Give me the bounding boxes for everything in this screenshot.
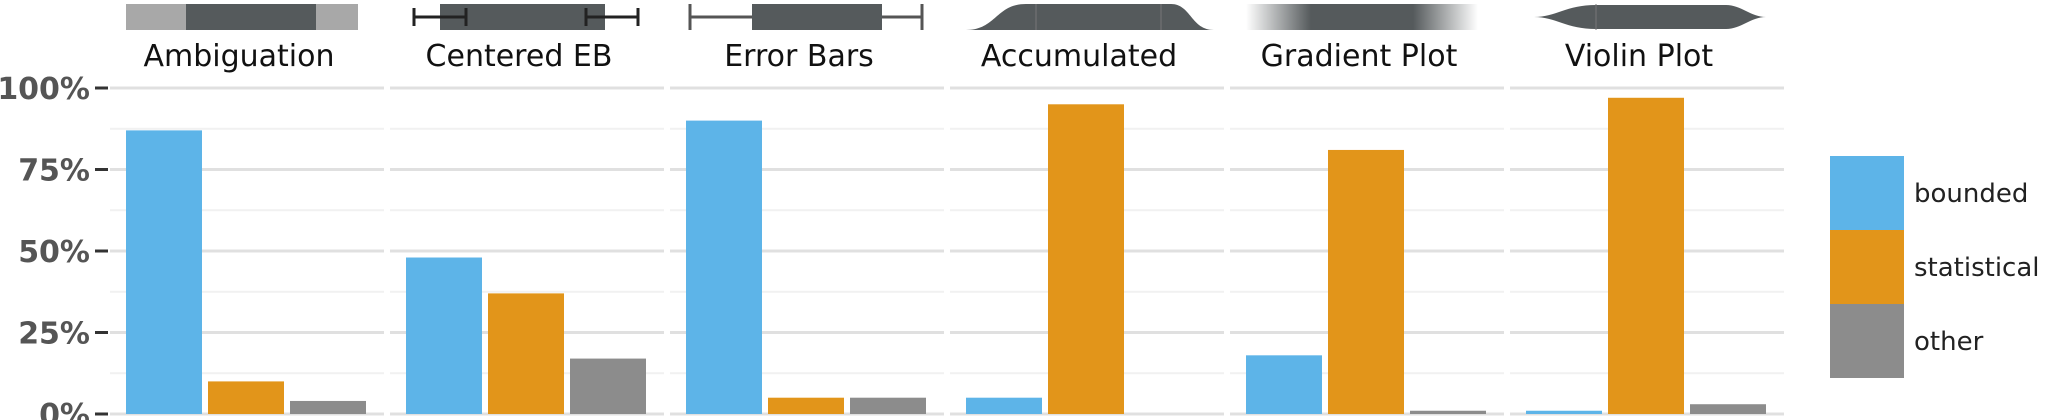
panel-title: Accumulated: [981, 39, 1177, 74]
legend-swatch-other: [1830, 304, 1904, 378]
bar-bounded: [406, 257, 482, 414]
bar-other: [1410, 410, 1486, 414]
bar-statistical: [1328, 149, 1404, 414]
legend-label-bounded: bounded: [1914, 179, 2028, 209]
y-axis: 0% 25% 50% 75% 100%: [0, 72, 108, 420]
y-tick-label: 25%: [18, 317, 90, 352]
bar-other: [1690, 404, 1766, 414]
bar-bounded: [1246, 355, 1322, 414]
y-tick-label: 0%: [39, 398, 90, 420]
panel-title: Centered EB: [426, 39, 613, 74]
chart-panels: Ambiguation Centered EB Error Bars Accumula…: [110, 4, 1784, 416]
y-tick-label: 100%: [0, 72, 90, 107]
accumulated-density-glyph: [966, 4, 1214, 30]
error-bar-glyph: [688, 4, 924, 30]
bar-bounded: [1526, 410, 1602, 414]
panel: Gradient Plot: [1230, 4, 1504, 416]
panel: Violin Plot: [1510, 4, 1784, 416]
bar-statistical: [1608, 97, 1684, 414]
bar-other: [290, 400, 366, 414]
legend-swatch-statistical: [1830, 230, 1904, 304]
violin-glyph: [1534, 4, 1766, 30]
panel-title: Violin Plot: [1565, 39, 1714, 74]
panel-title: Ambiguation: [143, 39, 334, 74]
panel: Centered EB: [390, 4, 664, 416]
legend-label-other: other: [1914, 327, 1984, 357]
panel: Accumulated: [950, 4, 1224, 416]
bar-bounded: [126, 130, 202, 414]
ambiguation-glyph: [126, 4, 358, 30]
bar-bounded: [966, 397, 1042, 414]
panel: Error Bars: [670, 4, 944, 416]
bar-other: [850, 397, 926, 414]
panel-title: Gradient Plot: [1261, 39, 1458, 74]
centered-error-bar-glyph: [412, 4, 640, 30]
bar-bounded: [686, 120, 762, 414]
y-tick-label: 75%: [18, 154, 90, 189]
gradient-glyph: [1246, 4, 1478, 30]
bar-statistical: [488, 293, 564, 414]
panel-title: Error Bars: [724, 39, 874, 74]
legend-label-statistical: statistical: [1914, 253, 2040, 283]
bar-other: [570, 358, 646, 414]
bar-statistical: [768, 397, 844, 414]
bar-statistical: [1048, 104, 1124, 415]
bar-statistical: [208, 381, 284, 414]
y-tick-label: 50%: [18, 235, 90, 270]
panel: Ambiguation: [110, 4, 384, 416]
legend-swatch-bounded: [1830, 156, 1904, 230]
legend: bounded statistical other: [1830, 156, 2040, 378]
